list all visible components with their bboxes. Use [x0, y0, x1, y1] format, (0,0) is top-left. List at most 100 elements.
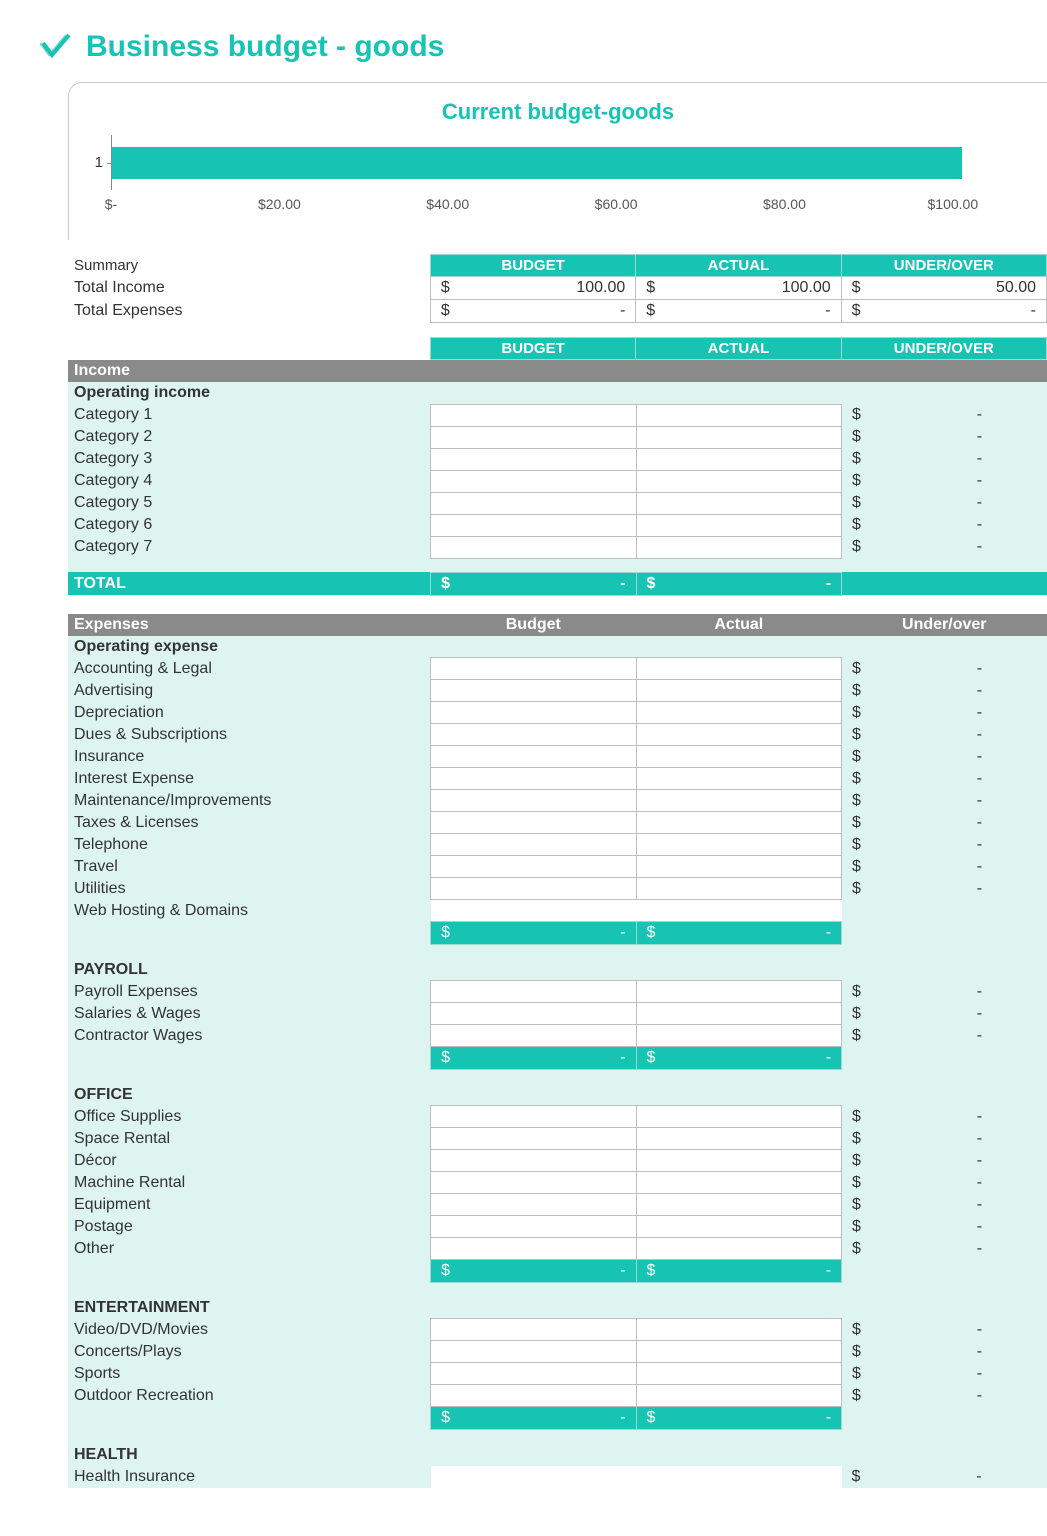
- income-actual-input[interactable]: [636, 426, 841, 448]
- expense-actual-input[interactable]: [636, 1025, 841, 1047]
- chart-x-axis: $-$20.00$40.00$60.00$80.00$100.00: [69, 196, 1037, 216]
- expense-budget-input[interactable]: [431, 1319, 636, 1341]
- expense-actual-input[interactable]: [636, 1319, 841, 1341]
- expense-row-label: Health Insurance: [68, 1466, 431, 1488]
- expense-row-label: Depreciation: [68, 702, 431, 724]
- summary-table: Summary BUDGET ACTUAL UNDER/OVER Total I…: [68, 254, 1047, 323]
- income-group-header: Operating income: [68, 382, 1047, 404]
- expense-actual-input[interactable]: [636, 981, 841, 1003]
- income-actual-input[interactable]: [636, 470, 841, 492]
- expense-actual-input[interactable]: [636, 1194, 841, 1216]
- expense-row: Space Rental$-: [68, 1128, 1047, 1150]
- summary-header-actual: ACTUAL: [636, 255, 841, 277]
- expense-actual-input[interactable]: [636, 1128, 841, 1150]
- expense-actual-input[interactable]: [636, 1363, 841, 1385]
- summary-actual-cell[interactable]: $-: [636, 300, 841, 323]
- expense-uo-cell: $-: [842, 1106, 1047, 1128]
- expense-budget-input[interactable]: [431, 1106, 636, 1128]
- income-budget-input[interactable]: [431, 426, 636, 448]
- income-row: Category 3$-: [68, 448, 1047, 470]
- expense-budget-input[interactable]: [431, 1194, 636, 1216]
- expense-budget-input[interactable]: [431, 1385, 636, 1407]
- expense-budget-input[interactable]: [431, 724, 636, 746]
- income-budget-input[interactable]: [431, 536, 636, 558]
- expense-row: Sports$-: [68, 1363, 1047, 1385]
- expense-budget-input[interactable]: [431, 1128, 636, 1150]
- expense-row: Interest Expense$-: [68, 768, 1047, 790]
- expense-actual-input[interactable]: [636, 724, 841, 746]
- expense-budget-input[interactable]: [431, 1003, 636, 1025]
- income-budget-input[interactable]: [431, 514, 636, 536]
- expense-budget-input[interactable]: [431, 1341, 636, 1363]
- expense-budget-input[interactable]: [431, 790, 636, 812]
- expense-actual-input[interactable]: [636, 1385, 841, 1407]
- expense-budget-input[interactable]: [431, 856, 636, 878]
- income-budget-input[interactable]: [431, 448, 636, 470]
- chart-x-tick: $20.00: [258, 196, 301, 212]
- income-actual-input[interactable]: [636, 404, 841, 426]
- expense-budget-input[interactable]: [431, 1172, 636, 1194]
- expense-actual-input[interactable]: [636, 856, 841, 878]
- expense-actual-input[interactable]: [636, 878, 841, 900]
- income-row: Category 4$-: [68, 470, 1047, 492]
- expense-actual-input[interactable]: [636, 1238, 841, 1260]
- expense-row: Postage$-: [68, 1216, 1047, 1238]
- expense-budget-input[interactable]: [431, 981, 636, 1003]
- expense-budget-input[interactable]: [431, 812, 636, 834]
- expense-row: Advertising$-: [68, 680, 1047, 702]
- expense-row-label: Travel: [68, 856, 431, 878]
- expense-budget-input[interactable]: [431, 702, 636, 724]
- income-actual-input[interactable]: [636, 448, 841, 470]
- expense-budget-input[interactable]: [431, 1150, 636, 1172]
- income-uo-cell: $-: [842, 448, 1047, 470]
- expenses-section-header: Expenses Budget Actual Under/over: [68, 614, 1047, 636]
- income-row-label: Category 7: [68, 536, 431, 558]
- expense-actual-input[interactable]: [636, 790, 841, 812]
- expense-actual-input[interactable]: [636, 1172, 841, 1194]
- expense-actual-input[interactable]: [636, 1003, 841, 1025]
- expense-group-header: Operating expense: [68, 636, 1047, 658]
- expense-budget-input[interactable]: [431, 834, 636, 856]
- col-header-uo: UNDER/OVER: [841, 338, 1046, 360]
- expense-actual-input[interactable]: [636, 812, 841, 834]
- income-actual-input[interactable]: [636, 536, 841, 558]
- expense-row-label: Accounting & Legal: [68, 658, 431, 680]
- expense-uo-cell: $-: [842, 746, 1047, 768]
- summary-row: Total Income$100.00$100.00$50.00: [68, 277, 1047, 300]
- expense-actual-input[interactable]: [636, 768, 841, 790]
- expense-actual-input[interactable]: [636, 1216, 841, 1238]
- chart-x-tick: $60.00: [595, 196, 638, 212]
- expense-actual-input[interactable]: [636, 746, 841, 768]
- expense-actual-input[interactable]: [636, 1106, 841, 1128]
- income-uo-cell: $-: [842, 470, 1047, 492]
- expense-row: Telephone$-: [68, 834, 1047, 856]
- expense-budget-input[interactable]: [431, 680, 636, 702]
- income-budget-input[interactable]: [431, 492, 636, 514]
- expense-actual-input[interactable]: [636, 1341, 841, 1363]
- income-uo-cell: $-: [842, 536, 1047, 558]
- income-budget-input[interactable]: [431, 470, 636, 492]
- income-actual-input[interactable]: [636, 492, 841, 514]
- expense-actual-input[interactable]: [636, 680, 841, 702]
- income-budget-input[interactable]: [431, 404, 636, 426]
- expense-actual-input[interactable]: [636, 658, 841, 680]
- summary-actual-cell[interactable]: $100.00: [636, 277, 841, 300]
- expense-actual-input[interactable]: [636, 834, 841, 856]
- expense-budget-input[interactable]: [431, 1238, 636, 1260]
- income-actual-input[interactable]: [636, 514, 841, 536]
- expense-budget-input[interactable]: [431, 658, 636, 680]
- expense-actual-input[interactable]: [636, 1150, 841, 1172]
- summary-budget-cell[interactable]: $100.00: [430, 277, 635, 300]
- expense-budget-input[interactable]: [431, 1216, 636, 1238]
- col-header-budget: BUDGET: [430, 338, 635, 360]
- expense-budget-input[interactable]: [431, 1363, 636, 1385]
- expense-row-label: Space Rental: [68, 1128, 431, 1150]
- expenses-table: Expenses Budget Actual Under/over Operat…: [68, 614, 1047, 1488]
- expense-budget-input[interactable]: [431, 1025, 636, 1047]
- expense-budget-input[interactable]: [431, 746, 636, 768]
- expense-actual-input[interactable]: [636, 702, 841, 724]
- expense-budget-input[interactable]: [431, 878, 636, 900]
- summary-budget-cell[interactable]: $-: [430, 300, 635, 323]
- page-title: Business budget - goods: [86, 30, 444, 64]
- expense-budget-input[interactable]: [431, 768, 636, 790]
